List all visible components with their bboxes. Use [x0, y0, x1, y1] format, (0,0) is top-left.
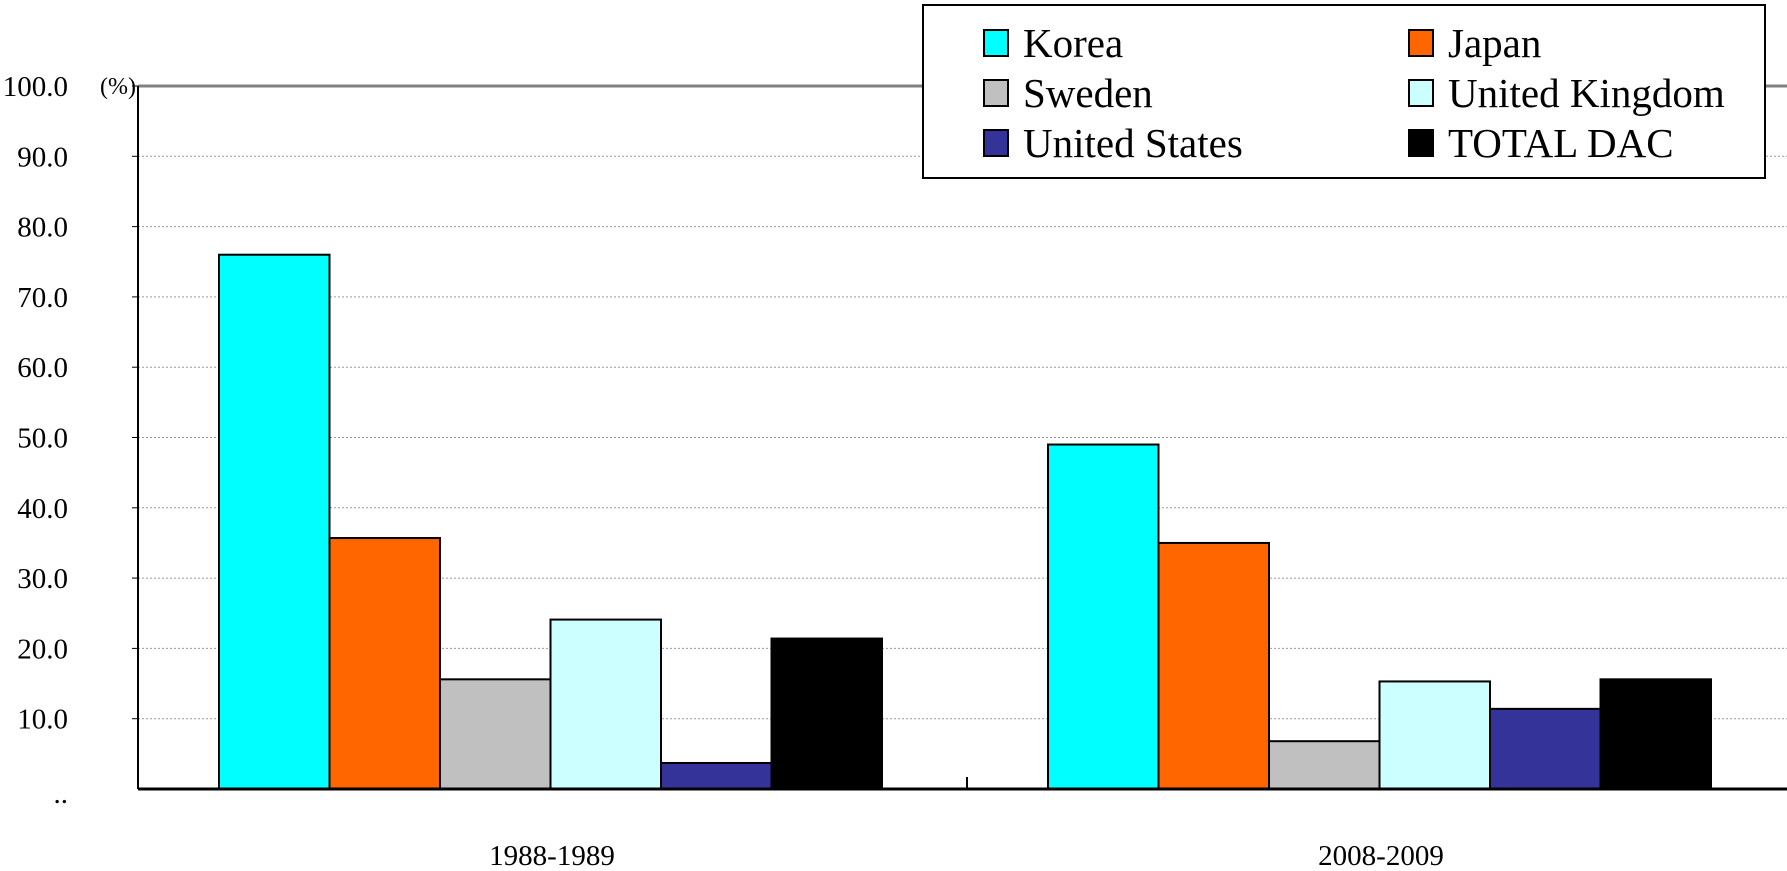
y-tick-label: 100.0: [3, 71, 68, 103]
legend-swatch: [1408, 129, 1434, 157]
y-tick-label: 50.0: [17, 423, 68, 455]
y-tick-label: 90.0: [17, 141, 68, 173]
bar: [218, 253, 331, 791]
legend-label: TOTAL DAC: [1448, 120, 1674, 166]
bar: [1489, 707, 1602, 790]
bar: [439, 678, 552, 790]
y-tick-label: 20.0: [17, 633, 68, 665]
bar: [1378, 680, 1491, 790]
y-tick-label: 70.0: [17, 282, 68, 314]
legend: Korea Japan Sweden United Kingdom United Sta…: [922, 4, 1766, 179]
category-labels: 1988-1989 2008-2009: [489, 840, 1444, 871]
category-label: 1988-1989: [489, 840, 615, 871]
bar: [1599, 678, 1712, 790]
y-tick-label: 30.0: [17, 563, 68, 595]
legend-label: Japan: [1448, 20, 1541, 66]
bar: [1157, 541, 1270, 791]
y-tick-label: ..: [54, 778, 69, 810]
bars-group: [218, 253, 1712, 791]
y-tick-labels: 100.0 90.0 80.0 70.0 60.0 50.0 40.0 30.0 20.0 10.…: [3, 71, 68, 810]
y-tick-label: 40.0: [17, 493, 68, 525]
bar: [1268, 740, 1381, 790]
y-tick-label: 60.0: [17, 352, 68, 384]
legend-label: United Kingdom: [1448, 70, 1725, 116]
y-tick-label: 80.0: [17, 212, 68, 244]
y-unit-label: (%): [100, 74, 136, 100]
y-tick-label: 10.0: [17, 704, 68, 736]
axes: [132, 85, 1787, 791]
legend-swatch: [1408, 29, 1434, 57]
legend-swatch: [983, 79, 1009, 107]
legend-swatch: [983, 129, 1009, 157]
legend-label: Sweden: [1023, 70, 1153, 116]
legend-label: Korea: [1023, 20, 1123, 66]
legend-label: United States: [1023, 120, 1243, 166]
category-label: 2008-2009: [1318, 840, 1444, 871]
bar: [660, 761, 773, 791]
legend-swatch: [983, 29, 1009, 57]
legend-swatch: [1408, 79, 1434, 107]
bar: [328, 537, 441, 790]
bar: [549, 618, 662, 791]
legend-box: [922, 4, 1766, 179]
bar: [770, 637, 883, 790]
bar: [1047, 443, 1160, 790]
